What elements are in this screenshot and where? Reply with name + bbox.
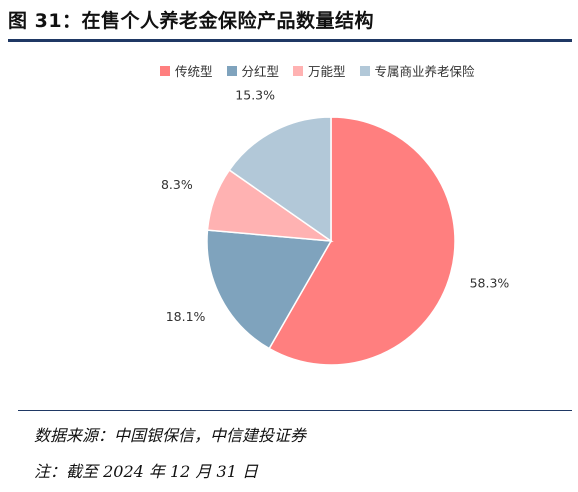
pie-slice-traditional <box>268 116 456 366</box>
legend-label-exclusive-commercial-pension: 专属商业养老保险 <box>374 64 475 79</box>
legend-label-dividend: 分红型 <box>241 64 280 79</box>
legend-swatch-universal <box>293 65 304 76</box>
chart-legend: 传统型 分红型 万能型 专属商业养老保险 <box>160 61 475 80</box>
data-label-universal: 8.3% <box>161 177 193 192</box>
bottom-divider <box>18 410 572 411</box>
data-label-dividend: 18.1% <box>166 309 206 324</box>
data-label-exclusive-commercial-pension: 15.3% <box>235 88 275 103</box>
pie-chart: 58.3% 18.1% 8.3% 15.3% <box>161 88 510 366</box>
date-note: 注：截至 2024 年 12 月 31 日 <box>34 462 258 481</box>
legend-item-universal: 万能型 <box>293 61 346 80</box>
figure-title: 图 31：在售个人养老金保险产品数量结构 <box>8 6 572 42</box>
legend-swatch-dividend <box>226 65 237 76</box>
legend-label-universal: 万能型 <box>308 64 346 79</box>
legend-label-traditional: 传统型 <box>175 64 213 79</box>
pie-slice-exclusive-commercial-pension <box>228 116 332 243</box>
legend-item-traditional: 传统型 <box>160 61 213 80</box>
pie-slice-dividend <box>206 229 333 350</box>
legend-item-dividend: 分红型 <box>226 61 280 80</box>
legend-swatch-exclusive-commercial-pension <box>359 65 370 76</box>
legend-item-exclusive-commercial-pension: 专属商业养老保险 <box>359 61 475 80</box>
legend-swatch-traditional <box>160 65 170 76</box>
source-note: 数据来源：中国银保信，中信建投证券 <box>34 426 307 445</box>
data-label-traditional: 58.3% <box>470 275 510 290</box>
